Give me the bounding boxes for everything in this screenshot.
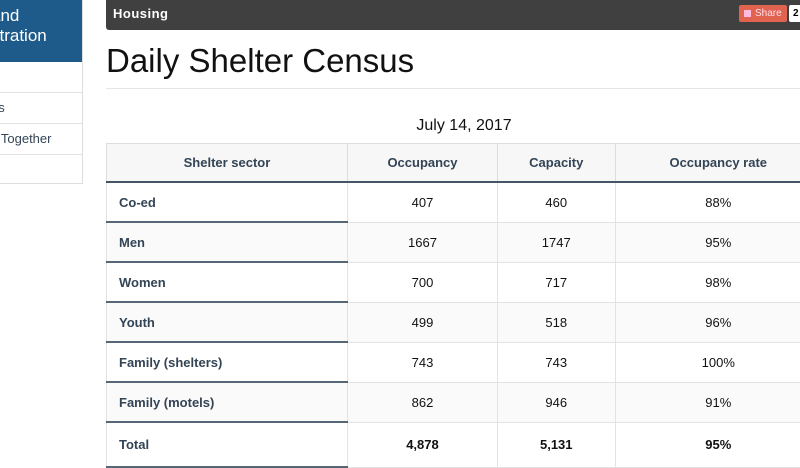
table-cell: 717 (498, 262, 615, 302)
page-title: Daily Shelter Census (106, 42, 414, 80)
sidebar-header-line: and (0, 6, 60, 26)
section-title[interactable]: Housing (113, 6, 169, 21)
table-cell: 743 (498, 342, 615, 382)
census-table: Shelter sector Occupancy Capacity Occupa… (106, 143, 800, 468)
table-cell: 5,131 (498, 422, 615, 467)
table-cell: 95% (615, 422, 800, 467)
column-header: Shelter sector (107, 144, 348, 183)
table-cell: 100% (615, 342, 800, 382)
table-cell: Co-ed (107, 182, 348, 222)
sidebar-item[interactable]: es (0, 92, 82, 123)
table-cell: 946 (498, 382, 615, 422)
table-cell: 499 (347, 302, 497, 342)
table-cell: Men (107, 222, 348, 262)
table-cell: 700 (347, 262, 497, 302)
table-cell: 460 (498, 182, 615, 222)
sidebar-item[interactable] (0, 154, 82, 185)
column-header: Occupancy rate (615, 144, 800, 183)
sidebar-item[interactable]: s Together (0, 123, 82, 154)
table-cell: 98% (615, 262, 800, 302)
table-cell: 4,878 (347, 422, 497, 467)
column-header: Capacity (498, 144, 615, 183)
table-cell: 88% (615, 182, 800, 222)
table-cell: Family (shelters) (107, 342, 348, 382)
sidebar-header: and stration (0, 0, 82, 62)
table-cell: 862 (347, 382, 497, 422)
sidebar-header-line: stration (0, 26, 60, 46)
column-header: Occupancy (347, 144, 497, 183)
table-cell: Family (motels) (107, 382, 348, 422)
table-cell: 518 (498, 302, 615, 342)
sidebar-item[interactable] (0, 62, 82, 92)
table-cell: 96% (615, 302, 800, 342)
share-count: 2 (789, 5, 800, 22)
table-cell: Youth (107, 302, 348, 342)
table-cell: 407 (347, 182, 497, 222)
sidebar: and stration es s Together (0, 0, 83, 184)
share-icon (744, 10, 751, 17)
table-cell: 1747 (498, 222, 615, 262)
table-cell: 91% (615, 382, 800, 422)
table-cell: Women (107, 262, 348, 302)
table-cell: 743 (347, 342, 497, 382)
table-cell: 1667 (347, 222, 497, 262)
share-button[interactable]: Share (739, 5, 787, 22)
table-cell: 95% (615, 222, 800, 262)
table-cell: Total (107, 422, 348, 467)
census-date: July 14, 2017 (106, 117, 800, 135)
divider (106, 88, 800, 89)
top-bar: Housing Share 2 (106, 0, 800, 30)
